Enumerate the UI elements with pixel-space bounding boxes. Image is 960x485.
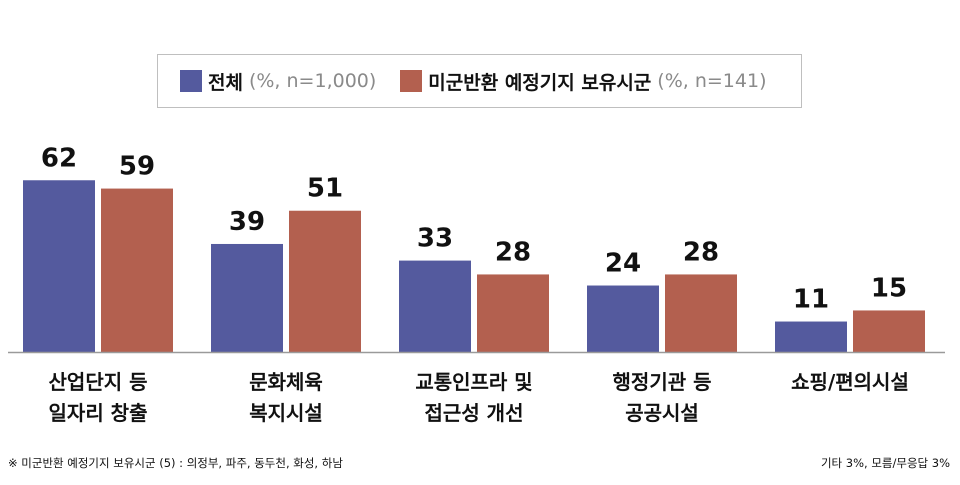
bar-base-cities-1 [289, 210, 361, 352]
bar-base-cities-3 [665, 274, 737, 352]
category-label-0: 산업단지 등 일자리 창출 [49, 370, 148, 425]
footnote-other: 기타 3%, 모름/무응답 3% [820, 456, 950, 470]
legend: 전체 (%, n=1,000) 미군반환 예정기지 보유시군 (%, n=141… [157, 54, 802, 108]
data-label-base-cities-3: 28 [683, 237, 719, 267]
category-label-1: 문화체육 복지시설 [249, 370, 323, 425]
data-label-base-cities-1: 51 [307, 174, 343, 204]
data-label-total-3: 24 [605, 249, 641, 279]
data-label-base-cities-4: 15 [871, 273, 907, 303]
bar-total-2 [399, 260, 471, 352]
legend-label-total: 전체 [208, 71, 243, 94]
footnote: ※ 미군반환 예정기지 보유시군 (5) : 의정부, 파주, 동두천, 화성,… [8, 456, 343, 470]
bar-base-cities-0 [101, 188, 173, 352]
bar-total-4 [775, 321, 847, 352]
bar-base-cities-4 [853, 310, 925, 352]
data-label-base-cities-2: 28 [495, 237, 531, 267]
legend-swatch-total [180, 70, 202, 92]
legend-label-base-cities: 미군반환 예정기지 보유시군 [428, 71, 652, 94]
bar-base-cities-2 [477, 274, 549, 352]
legend-swatch-base-cities [400, 70, 423, 92]
data-label-total-4: 11 [793, 285, 829, 315]
bar-total-0 [23, 180, 95, 352]
category-label-2: 교통인프라 및 접근성 개선 [415, 370, 532, 425]
data-label-total-2: 33 [417, 224, 453, 254]
bar-total-1 [211, 243, 283, 352]
legend-note-total: (%, n=1,000) [248, 70, 377, 92]
legend-note-base-cities: (%, n=141) [657, 70, 767, 92]
legend-item-base-cities: 미군반환 예정기지 보유시군 (%, n=141) [400, 68, 766, 95]
data-label-total-0: 62 [41, 143, 77, 173]
legend-item-total: 전체 (%, n=1,000) [180, 68, 376, 95]
bar-total-3 [587, 285, 659, 352]
data-label-total-1: 39 [229, 207, 265, 237]
category-label-4: 쇼핑/편의시설 [791, 370, 909, 394]
data-label-base-cities-0: 59 [119, 152, 155, 182]
category-label-3: 행정기관 등 공공시설 [613, 370, 712, 425]
